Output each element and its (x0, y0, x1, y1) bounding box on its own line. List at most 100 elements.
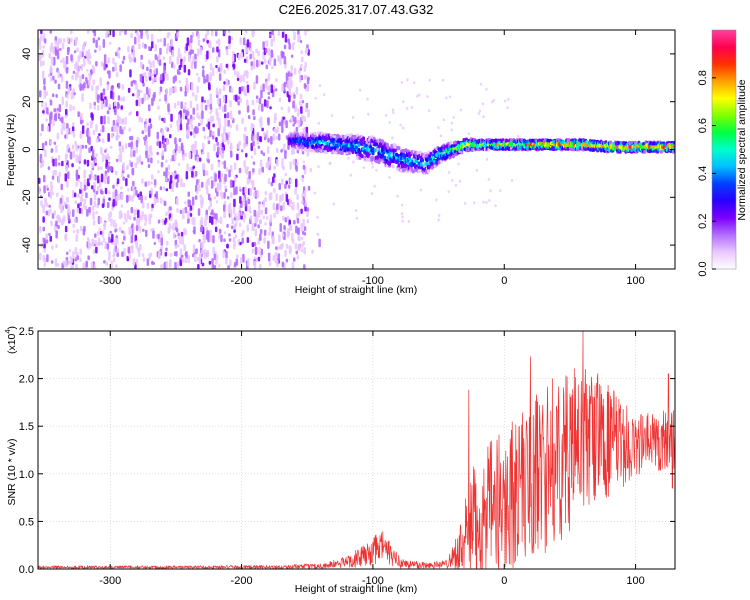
spectrogram-cell (120, 204, 124, 208)
spectrogram-cell (256, 132, 260, 141)
snr-panel: -300 -200 -100 0 100 0.00.51.01.52.02.5 Heig… (3, 326, 676, 595)
spectrogram-cell (244, 200, 248, 207)
spectrogram-cell (131, 167, 135, 176)
spectrogram-cell (216, 191, 219, 197)
spectrogram-cell (92, 79, 95, 85)
spectrogram-cell (303, 66, 306, 72)
spectrogram-cell (402, 168, 406, 173)
spectrogram-cell (246, 71, 249, 79)
spectrogram-cell (73, 192, 77, 198)
spectrogram-cell (148, 190, 152, 195)
spectrogram-cell (116, 125, 119, 133)
spectrogram-cell (204, 79, 208, 83)
spectrogram-cell (64, 173, 67, 182)
spectrogram-cell (176, 208, 179, 213)
spectrogram-cell (234, 261, 237, 268)
spectrogram-cell (265, 78, 268, 83)
spectrogram-cell (62, 38, 66, 43)
spectrogram-cell (449, 140, 453, 145)
spectrogram-cell (451, 179, 454, 182)
spectrogram-cell (101, 203, 105, 209)
spectrogram-cell (165, 211, 168, 217)
spectrogram-cell (219, 216, 223, 225)
spectrogram-cell (234, 176, 237, 183)
spectrogram-cell (261, 166, 264, 173)
spectrogram-cell (158, 115, 161, 121)
spectrogram-cell (158, 141, 162, 149)
spectrogram-cell (213, 213, 216, 220)
spectrogram-cell (242, 37, 246, 46)
spectrogram-cell (207, 234, 210, 243)
spectrogram-cell (305, 132, 309, 137)
spectrogram-cell (73, 50, 77, 54)
spectrogram-cell (213, 143, 216, 152)
spectrogram-cell (285, 243, 289, 249)
spectrogram-cell (132, 180, 135, 187)
spectrogram-cell (259, 264, 262, 269)
spectrogram-cell (64, 233, 68, 242)
spectrogram-cell (209, 93, 212, 101)
spectrogram-cell (254, 223, 257, 227)
spectrogram-cell (171, 188, 174, 193)
spectrogram-cell (72, 230, 76, 234)
spectrogram-cell (306, 207, 310, 212)
spectrogram-cell (163, 261, 167, 269)
spectrogram-cell (258, 203, 261, 211)
spectrogram-cell (279, 56, 282, 65)
spectrogram-signal-layer (287, 78, 675, 223)
spectrogram-cell (71, 163, 74, 168)
spectrogram-cell (201, 96, 204, 103)
spectrogram-cell (250, 61, 253, 67)
spectrogram-cell (135, 259, 139, 265)
spectrogram-cell (49, 190, 53, 199)
spectrogram-cell (226, 134, 229, 141)
spectrogram-cell (309, 168, 313, 173)
spectrogram-cell (116, 252, 119, 258)
spectrogram-cell (262, 215, 265, 220)
spectrogram-cell (307, 30, 310, 32)
spectrogram-cell (120, 97, 123, 102)
spectrogram-cell (267, 177, 271, 185)
spectrogram-cell (114, 228, 117, 233)
spectrogram-cell (391, 164, 395, 169)
spectrogram-cell (104, 154, 107, 160)
spectrogram-cell (304, 61, 307, 68)
spectrogram-cell (289, 77, 292, 86)
spectrogram-cell (257, 50, 260, 57)
spectrogram-cell (207, 159, 210, 164)
spectrogram-cell (215, 87, 219, 96)
spectrogram-cell (121, 129, 124, 135)
spectrogram-cell (307, 109, 310, 118)
spectrogram-cell (132, 146, 135, 150)
spectrogram-cell (186, 122, 189, 132)
spectrogram-cell (199, 253, 202, 259)
spectrogram-cell (295, 178, 298, 188)
spectrogram-cell (297, 108, 300, 117)
spectrogram-cell (273, 116, 277, 124)
spectrogram-cell (146, 66, 149, 72)
spectrogram-cell (212, 235, 215, 244)
spectrogram-cell (46, 254, 49, 263)
spectrogram-cell (114, 189, 118, 198)
spectrogram-cell (119, 150, 122, 157)
spectrogram-cell (202, 169, 206, 177)
spectrogram-cell (93, 264, 97, 269)
spectrogram-cell (392, 111, 395, 114)
spectrogram-cell (281, 160, 284, 168)
spectrogram-cell (189, 100, 193, 109)
spectrogram-cell (199, 194, 203, 199)
spectrogram-cell (82, 262, 85, 269)
spectrogram-cell (325, 136, 329, 141)
spectrogram-cell (283, 81, 287, 88)
spectrogram-cell (652, 141, 656, 146)
spectrogram-cell (75, 181, 78, 187)
spectrogram-cell (58, 202, 62, 209)
spectrogram-cell (180, 178, 183, 186)
spectrogram-cell (97, 237, 101, 246)
spectrogram-cell (263, 131, 266, 137)
spectrogram-cell (166, 32, 170, 39)
spectrogram-cell (101, 138, 105, 144)
spectrogram-cell (70, 264, 73, 269)
spectrogram-cell (501, 146, 505, 151)
spectrogram-cell (197, 264, 200, 269)
